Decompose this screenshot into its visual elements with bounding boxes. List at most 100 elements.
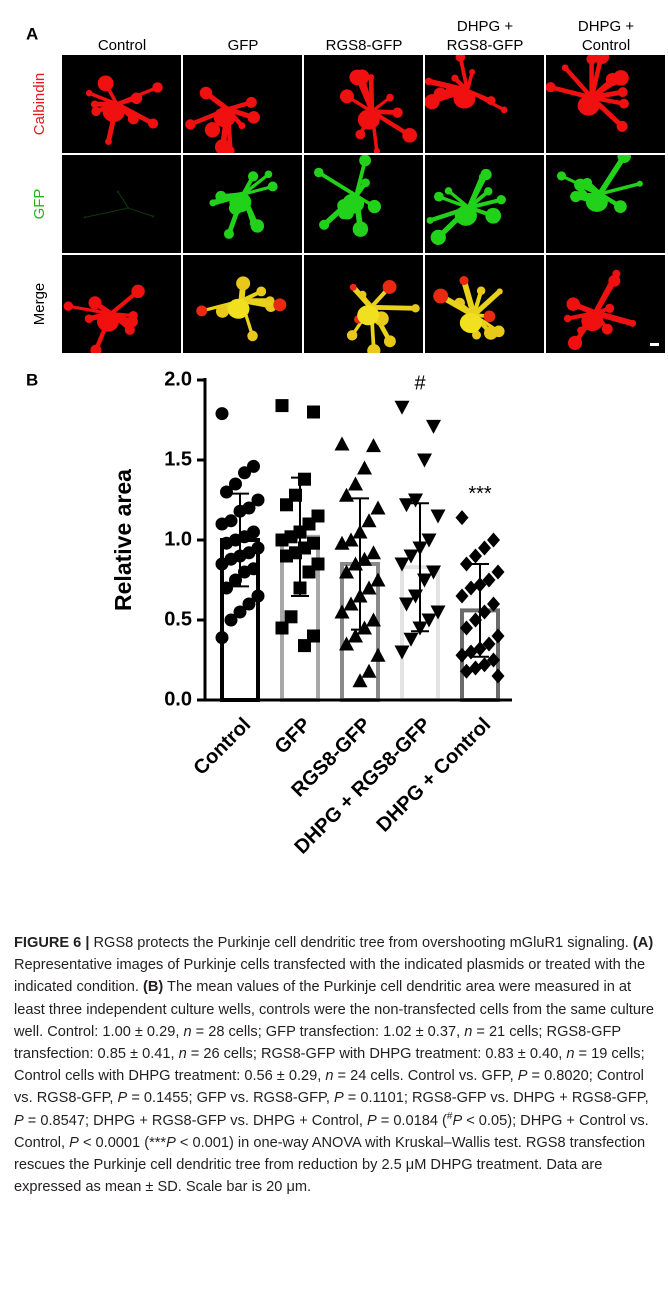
caption-text: = 0.0184 ( (376, 1112, 447, 1129)
caption-text: n (178, 1046, 187, 1063)
data-point (403, 549, 419, 564)
caption-text: = 28 cells; GFP transfection: 1.02 ± 0.3… (191, 1023, 465, 1040)
data-point (421, 533, 437, 548)
dendrite-tip (85, 89, 93, 97)
dendrite-tip (313, 167, 324, 178)
dendrite-tip (444, 187, 453, 195)
data-point (460, 556, 473, 572)
data-point (215, 557, 229, 571)
dendrite (371, 304, 416, 311)
dendrite-tip (367, 199, 382, 214)
dendrite-tip (185, 119, 196, 130)
caption-text: Representative images of Purkinje cells … (14, 957, 646, 996)
data-point (220, 536, 233, 550)
dendrite-tip (459, 276, 469, 286)
dendrite-tip (236, 276, 251, 291)
dendrite-tip (616, 120, 628, 132)
caption-text: P (333, 1090, 344, 1107)
dendrite-tip (63, 301, 74, 311)
data-point (280, 498, 293, 512)
caption-text: P (14, 1112, 24, 1129)
panel-label: A (26, 24, 38, 43)
panel-label: B (26, 370, 38, 389)
dendrite-tip (605, 303, 615, 313)
data-point (394, 557, 410, 572)
micrograph (304, 55, 423, 153)
data-point (280, 549, 293, 563)
data-point (487, 652, 500, 668)
caption-text: = 0.1455; GFP vs. RGS8-GFP, (127, 1090, 334, 1107)
dendrite-tip (196, 305, 208, 317)
dendrite-tip (383, 335, 396, 348)
data-point (482, 572, 496, 588)
soma (96, 311, 119, 332)
y-tick-label: 0.5 (164, 608, 192, 630)
caption-text: n (464, 1023, 473, 1040)
caption-text: RGS8 protects the Purkinje cell dendriti… (89, 935, 633, 951)
dendrite-tip (340, 89, 354, 104)
caption-text: = 0.1101; RGS8-GFP vs. DHPG + RGS8-GFP, (343, 1090, 649, 1107)
dendrite-tip (628, 319, 637, 327)
dendrite-tip (430, 229, 446, 246)
dendrite-tip (485, 207, 502, 224)
dendrite-tip (209, 199, 217, 207)
dendrite-tip (204, 122, 221, 138)
data-point (220, 581, 233, 595)
data-point (348, 628, 363, 643)
caption-text: = 21 cells; RGS8-GFP transfection: 0.85 … (14, 1023, 621, 1063)
dendrite (593, 279, 617, 315)
dendrite-tip (84, 314, 94, 323)
micrograph (62, 255, 181, 353)
data-point (247, 459, 260, 473)
caption-text: P (69, 1134, 79, 1151)
soma (102, 102, 125, 123)
dendrite-tip (455, 55, 466, 62)
soma (581, 311, 604, 332)
x-tick-label: DHPG + Control (372, 714, 495, 837)
dendrite-tip (500, 106, 508, 114)
data-point (251, 589, 265, 603)
dendrite-tip (250, 219, 265, 233)
dendrite-tip (90, 344, 102, 353)
row-label: GFP (31, 189, 48, 220)
dendrite-tip (359, 155, 372, 167)
dendrite-tip (617, 155, 631, 163)
dendrite (468, 197, 502, 210)
data-point (478, 540, 491, 556)
data-point (394, 645, 410, 660)
dendrite-tip (130, 92, 143, 105)
caption-text: n (183, 1023, 192, 1040)
dendrite-tip (614, 200, 627, 213)
dendrite-tip (433, 191, 444, 202)
data-point (460, 620, 473, 636)
dendrite-tip (238, 122, 246, 130)
dendrite-tip (223, 228, 234, 239)
dendrite-tip (214, 139, 231, 153)
error-bar (291, 476, 309, 597)
cell (563, 269, 637, 350)
row-label: Calbindin (31, 73, 48, 136)
caption-text: The mean values of the Purkinje cell den… (14, 979, 655, 1040)
dendrite (599, 182, 641, 196)
dendrite-tip (367, 344, 381, 353)
scale-bar (650, 343, 659, 346)
dendrite-tip (546, 82, 556, 93)
soma (577, 95, 600, 116)
cell (313, 155, 382, 237)
data-point (238, 565, 251, 579)
dendrite-tip (215, 304, 229, 318)
dendrite-tip (586, 55, 597, 65)
soma (585, 191, 608, 212)
data-point (242, 597, 256, 611)
dendrite-tip (90, 100, 99, 109)
data-point (339, 487, 354, 502)
data-point (361, 663, 377, 678)
caption-text: (B) (143, 979, 164, 996)
caption-text: < 0.0001 (*** (78, 1134, 167, 1151)
dendrite-tip (116, 190, 119, 193)
data-point (215, 517, 229, 531)
dendrite-tip (593, 55, 610, 65)
data-point (370, 572, 386, 587)
data-point (421, 613, 437, 628)
